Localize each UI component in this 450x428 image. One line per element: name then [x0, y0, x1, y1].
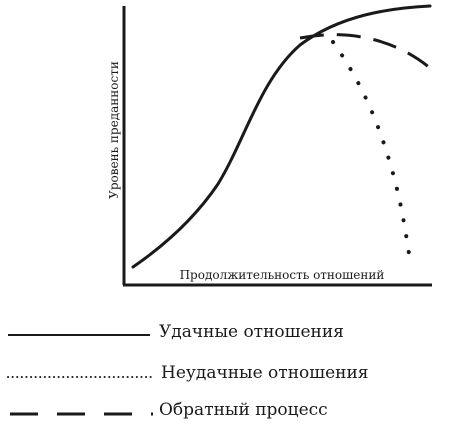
y-axis-label: Уровень преданности: [107, 61, 121, 199]
legend: Удачные отношения Неудачные отношения Об…: [7, 322, 369, 420]
legend-label-reverse: Обратный процесс: [159, 400, 328, 420]
legend-label-success: Удачные отношения: [159, 322, 344, 342]
legend-item-failure: Неудачные отношения: [7, 363, 369, 383]
curve-failure: [331, 40, 412, 262]
legend-label-failure: Неудачные отношения: [161, 363, 369, 383]
curve-success: [131, 4, 432, 269]
legend-item-success: Удачные отношения: [8, 322, 344, 342]
legend-item-reverse: Обратный процесс: [10, 400, 328, 420]
x-axis-label: Продолжительность отношений: [180, 268, 385, 282]
curve-reverse: [299, 33, 431, 70]
